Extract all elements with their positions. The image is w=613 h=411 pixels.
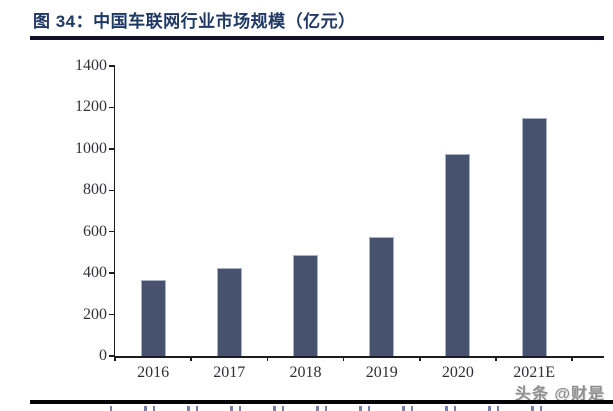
y-axis-label: 1000 (75, 139, 107, 157)
x-axis-tick (342, 356, 345, 361)
figure-caption: 图 34：中国车联网行业市场规模（亿元） (33, 12, 356, 31)
x-axis (113, 356, 604, 358)
y-axis-tick (109, 189, 115, 192)
x-axis-label: 2020 (441, 364, 474, 381)
caption-underline (30, 36, 604, 40)
y-axis-label: 800 (83, 181, 107, 199)
y-axis-label: 600 (83, 222, 107, 240)
bar-2017 (216, 267, 242, 356)
watermark: 头条 @财是 (514, 386, 605, 403)
y-axis-tick (109, 313, 115, 316)
y-axis-tick (109, 148, 115, 150)
bar-2016 (140, 280, 166, 356)
x-axis-tick (419, 356, 421, 361)
y-axis-label: 1400 (75, 57, 107, 74)
bar-2021E (521, 117, 547, 356)
x-axis-tick (190, 356, 192, 361)
y-axis (113, 66, 115, 358)
x-axis-tick (266, 356, 269, 361)
y-axis-label: 200 (83, 305, 107, 323)
x-axis-label: 2016 (137, 364, 170, 381)
x-axis-tick (114, 356, 116, 361)
bottom-divider (30, 400, 613, 404)
y-axis-label: 400 (83, 264, 107, 282)
y-axis-tick (109, 65, 115, 67)
x-axis-label: 2018 (289, 364, 322, 381)
y-axis-label: 0 (99, 347, 107, 364)
x-axis-label: 2019 (365, 364, 398, 381)
x-axis-tick (571, 356, 573, 361)
cropped-source-line (110, 406, 550, 411)
x-axis-label: 2017 (213, 364, 246, 381)
x-axis-label: 2021E (513, 364, 555, 381)
bar-2019 (369, 236, 395, 356)
y-axis-tick (109, 272, 115, 274)
x-axis-tick (495, 356, 497, 361)
y-axis-tick (109, 230, 115, 233)
bar-2020 (445, 154, 471, 356)
bar-2018 (293, 254, 318, 356)
y-axis-label: 1200 (75, 98, 107, 116)
y-axis-tick (109, 106, 115, 109)
y-axis-tick (109, 355, 115, 357)
